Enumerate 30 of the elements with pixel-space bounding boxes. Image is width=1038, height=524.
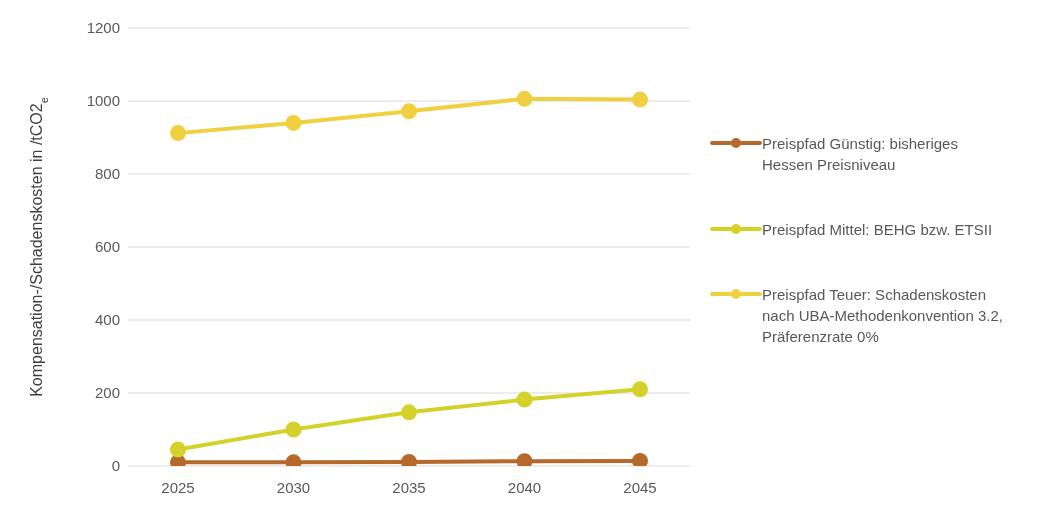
point [401,453,417,466]
y-tick-label: 600 [94,238,120,256]
point [632,91,648,108]
point [285,421,302,438]
point [170,454,186,466]
x-tick-label: 2035 [392,478,426,496]
x-tick-label: 2030 [276,478,311,496]
x-tick-label: 2040 [507,478,542,496]
point [285,114,302,131]
point [285,454,302,466]
point [516,391,533,408]
point [170,441,186,458]
point [170,125,186,142]
legend-label: Preispfad Teuer: Schadenskosten nach UBA-Methodenkonvention 3.2, Präferenzrate 0% [762,285,1004,347]
x-tick-label: 2045 [623,478,657,496]
y-tick-label: 1200 [86,19,120,37]
y-tick-label: 400 [94,311,120,329]
y-tick-label: 200 [94,384,120,402]
y-tick-label: 1000 [86,92,120,110]
legend-label: Preispfad Mittel: BEHG bzw. ETSII [762,220,993,240]
point [632,452,648,466]
point [632,381,648,398]
y-tick-label: 0 [111,457,120,475]
point [516,453,533,466]
point [401,404,417,421]
point [401,103,417,120]
y-tick-label: 800 [94,165,120,183]
legend-label: Preispfad Günstig: bisheriges Hessen Preisniveau [762,134,959,175]
x-tick-label: 2025 [161,478,195,496]
point [516,90,533,107]
